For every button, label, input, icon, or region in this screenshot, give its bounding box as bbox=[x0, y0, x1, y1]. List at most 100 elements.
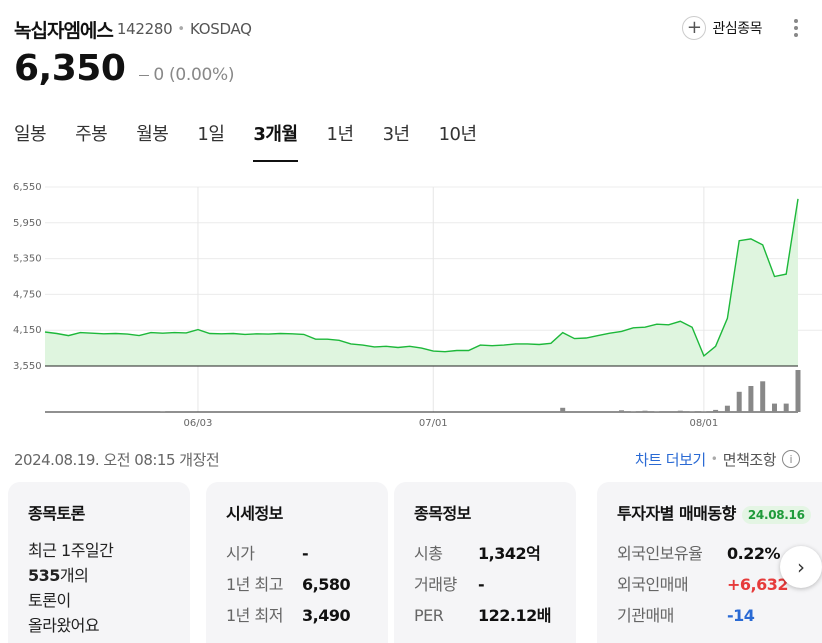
discussion-line: 최근 1주일간 bbox=[28, 541, 114, 560]
current-price: 6,350 bbox=[14, 48, 126, 89]
row-value: 6,580 bbox=[302, 575, 351, 594]
y-tick-label: 6,550 bbox=[13, 182, 42, 193]
row-key: 1년 최저 bbox=[226, 606, 283, 625]
row-value: -14 bbox=[727, 606, 755, 625]
tab-daily[interactable]: 일봉 bbox=[14, 124, 47, 145]
y-tick-label: 5,350 bbox=[13, 254, 42, 265]
row-key: 기관매매 bbox=[617, 606, 674, 625]
stock-info-row: 시총 1,342억 bbox=[414, 538, 556, 569]
chart-svg: 6,550 5,950 5,350 4,750 4,150 3,550 06/03 07/01… bbox=[13, 182, 822, 429]
stock-header: 녹십자엠에스 142280 • KOSDAQ + 관심종목 bbox=[14, 14, 808, 44]
card-title: 시세정보 bbox=[226, 504, 283, 523]
investor-title: 투자자별 매매동향 bbox=[617, 504, 736, 523]
x-tick-label: 07/01 bbox=[419, 418, 448, 429]
flat-dash-icon bbox=[139, 74, 150, 76]
volume-bar bbox=[689, 411, 695, 412]
row-value: 3,490 bbox=[302, 606, 351, 625]
card-title: 종목토론 bbox=[28, 504, 85, 523]
separator: • bbox=[710, 452, 718, 466]
volume-bar bbox=[760, 381, 766, 412]
chart-footer: 2024.08.19. 오전 08:15 개장전 차트 더보기 • 면책조항 i bbox=[14, 447, 800, 471]
y-tick-label: 4,150 bbox=[13, 325, 42, 336]
volume-bar bbox=[783, 403, 789, 412]
chart-more-link[interactable]: 차트 더보기 bbox=[634, 450, 706, 469]
row-key: 1년 최고 bbox=[226, 575, 283, 594]
tab-10year[interactable]: 10년 bbox=[438, 124, 477, 145]
add-watchlist-button[interactable]: + 관심종목 bbox=[682, 16, 762, 40]
discussion-line: 토론이 bbox=[28, 591, 71, 610]
y-tick-label: 3,550 bbox=[13, 361, 42, 372]
row-value: 122.12배 bbox=[478, 606, 551, 625]
volume-bar bbox=[677, 410, 683, 412]
tab-weekly[interactable]: 주봉 bbox=[75, 124, 108, 145]
price-area bbox=[45, 198, 798, 366]
card-title: 종목정보 bbox=[414, 504, 471, 523]
chart-links: 차트 더보기 • 면책조항 i bbox=[635, 449, 800, 470]
investor-row: 외국인매매 +6,632 bbox=[617, 569, 817, 600]
price-change: 0 (0.00%) bbox=[139, 65, 234, 85]
discussion-card[interactable]: 종목토론 최근 1주일간 535개의 토론이 올라왔어요 bbox=[8, 482, 190, 643]
card-title: 투자자별 매매동향 24.08.16 bbox=[617, 500, 817, 524]
volume-bar bbox=[748, 386, 754, 412]
market-name: KOSDAQ bbox=[190, 20, 252, 38]
price-row: 6,350 0 (0.00%) bbox=[14, 48, 234, 89]
discussion-count: 535 bbox=[28, 566, 60, 585]
volume-bar bbox=[630, 411, 636, 412]
market-info-row: 1년 최저 3,490 bbox=[226, 600, 368, 631]
more-vertical-icon[interactable] bbox=[784, 16, 808, 40]
volume-bar bbox=[654, 411, 660, 412]
row-value: 1,342억 bbox=[478, 544, 541, 563]
price-line bbox=[44, 198, 799, 358]
disclaimer-link[interactable]: 면책조항 bbox=[722, 450, 777, 469]
discussion-count-suffix: 개의 bbox=[59, 566, 89, 585]
tab-3year[interactable]: 3년 bbox=[382, 124, 411, 145]
stock-code: 142280 bbox=[116, 20, 173, 38]
row-value: +6,632 bbox=[727, 575, 789, 594]
volume-bar bbox=[642, 410, 648, 412]
row-value: 0.22% bbox=[727, 544, 781, 563]
volume-bar bbox=[724, 405, 730, 412]
row-value: - bbox=[302, 544, 309, 563]
info-cards: 종목토론 최근 1주일간 535개의 토론이 올라왔어요 시세정보 시가 - 1년… bbox=[8, 482, 822, 643]
stock-info-card[interactable]: 종목정보 시총 1,342억 거래량 - PER 122.12배 bbox=[394, 482, 576, 643]
row-key: 거래량 bbox=[414, 575, 457, 594]
discussion-summary: 최근 1주일간 535개의 토론이 올라왔어요 bbox=[28, 538, 170, 638]
market-info-row: 1년 최고 6,580 bbox=[226, 569, 368, 600]
y-tick-label: 4,750 bbox=[13, 289, 42, 300]
separator: • bbox=[177, 21, 186, 37]
tab-1day[interactable]: 1일 bbox=[197, 124, 225, 145]
x-tick-label: 06/03 bbox=[184, 418, 213, 429]
stock-info-row: 거래량 - bbox=[414, 569, 556, 600]
tab-1year[interactable]: 1년 bbox=[326, 124, 355, 145]
x-tick-label: 08/01 bbox=[689, 418, 718, 429]
timestamp: 2024.08.19. 오전 08:15 개장전 bbox=[14, 450, 220, 469]
chevron-right-icon[interactable]: › bbox=[780, 546, 822, 588]
date-badge: 24.08.16 bbox=[741, 505, 811, 524]
period-tabs: 일봉 주봉 월봉 1일 3개월 1년 3년 10년 bbox=[14, 116, 506, 162]
row-key: PER bbox=[414, 606, 444, 625]
stock-info-row: PER 122.12배 bbox=[414, 600, 556, 631]
volume-bar bbox=[736, 391, 742, 412]
row-value: - bbox=[478, 575, 485, 594]
row-key: 시총 bbox=[414, 544, 443, 563]
discussion-line: 올라왔어요 bbox=[28, 616, 100, 635]
market-info-card[interactable]: 시세정보 시가 - 1년 최고 6,580 1년 최저 3,490 bbox=[206, 482, 388, 643]
market-info-row: 시가 - bbox=[226, 538, 368, 569]
row-key: 시가 bbox=[226, 544, 255, 563]
price-change-value: 0 (0.00%) bbox=[153, 65, 235, 85]
volume-bar bbox=[560, 407, 566, 412]
watchlist-label: 관심종목 bbox=[712, 21, 762, 37]
volume-bar bbox=[795, 370, 801, 412]
volume-bar bbox=[772, 403, 777, 412]
row-key: 외국인보유율 bbox=[617, 544, 703, 563]
discussion-line: 535개의 bbox=[28, 563, 170, 588]
volume-bar bbox=[701, 411, 707, 412]
volume-bar bbox=[713, 409, 719, 412]
info-icon[interactable]: i bbox=[782, 450, 800, 468]
tab-monthly[interactable]: 월봉 bbox=[136, 124, 169, 145]
investor-row: 기관매매 -14 bbox=[617, 600, 817, 631]
row-key: 외국인매매 bbox=[617, 575, 689, 594]
price-chart[interactable]: 6,550 5,950 5,350 4,750 4,150 3,550 06/03 07/01… bbox=[0, 170, 822, 440]
volume-bar bbox=[619, 410, 624, 412]
tab-3month[interactable]: 3개월 bbox=[253, 116, 298, 162]
